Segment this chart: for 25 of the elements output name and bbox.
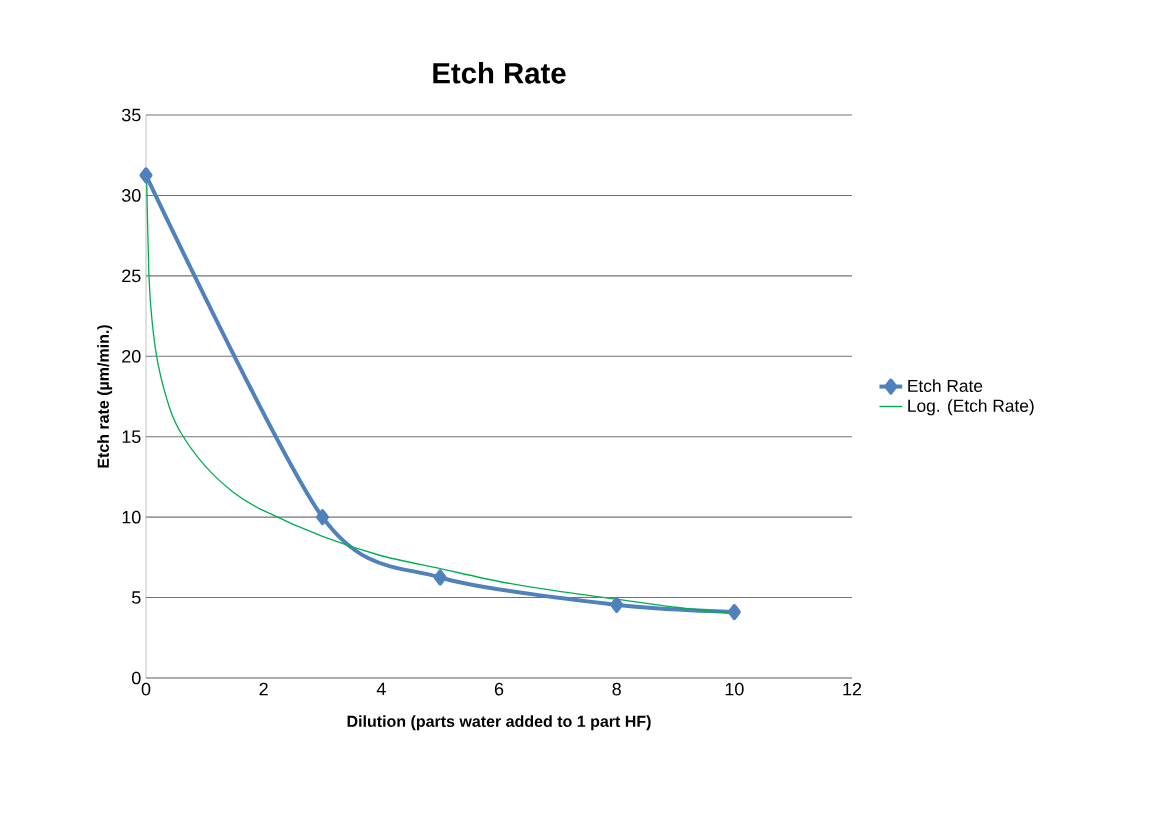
y-tick-label: 25 <box>122 269 141 283</box>
chart-title: Etch Rate <box>433 62 566 84</box>
legend-label: Log. (Etch Rate) <box>908 399 1034 416</box>
x-tick-label: 2 <box>259 682 268 696</box>
point <box>727 604 741 621</box>
y-tick-label: 10 <box>122 510 141 524</box>
x-tick-label: 12 <box>843 682 862 696</box>
x-tick-label: 6 <box>494 682 504 696</box>
y-tick-label: 30 <box>121 189 141 202</box>
point <box>433 569 447 586</box>
y-tick-label: 5 <box>131 591 141 604</box>
x-tick-label: 8 <box>612 682 621 696</box>
y-tick-label: 35 <box>121 108 141 122</box>
x-axis-title: Dilution (parts water added to 1 part HF) <box>347 715 651 731</box>
point <box>139 167 153 184</box>
point <box>316 509 329 526</box>
x-tick-label: 4 <box>376 682 386 696</box>
y-tick-label: 0 <box>131 671 141 685</box>
point <box>610 596 624 613</box>
x-tick-label: 0 <box>141 682 151 696</box>
legend-label: Etch Rate <box>908 379 983 392</box>
y-tick-label: 15 <box>122 430 141 443</box>
y-axis-title: Etch rate (µm/min.) <box>97 325 113 468</box>
x-tick-label: 10 <box>725 682 744 696</box>
y-tick-label: 20 <box>122 349 141 363</box>
